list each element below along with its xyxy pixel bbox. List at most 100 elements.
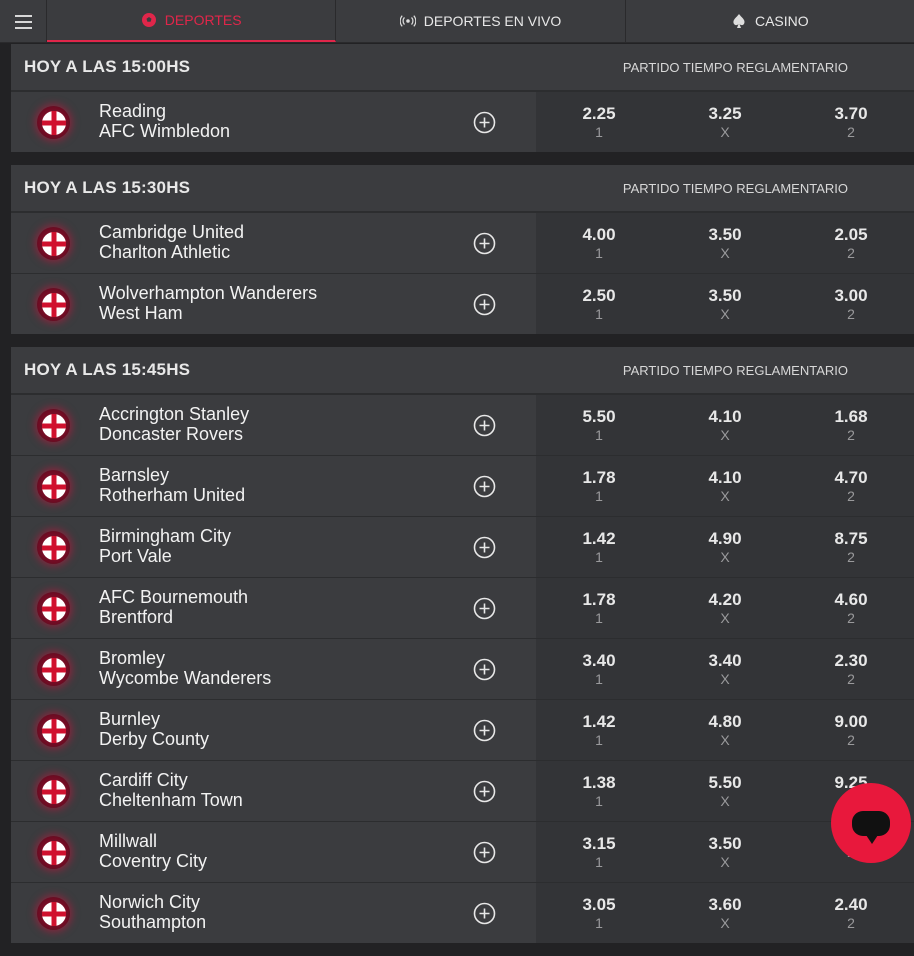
away-team: Coventry City xyxy=(99,851,208,871)
away-team: Rotherham United xyxy=(99,485,246,505)
event-section: HOY A LAS 15:45HS PARTIDO TIEMPO REGLAMEN… xyxy=(11,347,914,943)
odds-value: 3.25 xyxy=(708,103,742,123)
odds-label: 2 xyxy=(847,244,855,261)
match-row: Accrington Stanley Doncaster Rovers 5.50 1 4… xyxy=(11,394,914,455)
odds-label: 1 xyxy=(595,609,603,626)
more-markets-icon[interactable] xyxy=(473,111,496,134)
odds-value: 1.78 xyxy=(582,589,616,609)
odds-button[interactable]: 2.25 1 xyxy=(536,92,662,152)
teams: Accrington Stanley Doncaster Rovers xyxy=(99,404,249,444)
more-markets-icon[interactable] xyxy=(473,902,496,925)
odds-value: 8.75 xyxy=(834,528,868,548)
odds-label: X xyxy=(720,123,730,140)
odds-button[interactable]: 4.20 X xyxy=(662,578,788,638)
odds-button[interactable]: 3.25 X xyxy=(662,92,788,152)
odds-group: 2.50 1 3.50 X 3.00 2 xyxy=(536,274,914,334)
odds-button[interactable]: 3.00 2 xyxy=(788,274,914,334)
odds-button[interactable]: 3.15 1 xyxy=(536,822,662,882)
odds-label: 2 xyxy=(847,609,855,626)
tab-casino[interactable]: CASINO xyxy=(626,0,914,42)
tab-label: DEPORTES EN VIVO xyxy=(423,13,562,29)
england-flag-icon xyxy=(37,897,70,930)
odds-button[interactable]: 4.00 1 xyxy=(536,213,662,273)
home-team: Burnley xyxy=(99,709,161,729)
more-markets-icon[interactable] xyxy=(473,658,496,681)
match-info[interactable]: Bromley Wycombe Wanderers xyxy=(11,639,536,699)
top-nav: DEPORTES DEPORTES EN VIVO CASINO xyxy=(0,0,914,43)
home-team: AFC Bournemouth xyxy=(99,587,249,607)
odds-button[interactable]: 1.78 1 xyxy=(536,456,662,516)
odds-label: 2 xyxy=(847,487,855,504)
match-row: Barnsley Rotherham United 1.78 1 4.10 X 4.70 2 xyxy=(11,455,914,516)
match-info[interactable]: Barnsley Rotherham United xyxy=(11,456,536,516)
odds-button[interactable]: 4.90 X xyxy=(662,517,788,577)
match-info[interactable]: Wolverhampton Wanderers West Ham xyxy=(11,274,536,334)
odds-value: 3.00 xyxy=(834,285,868,305)
odds-button[interactable]: 2.50 1 xyxy=(536,274,662,334)
odds-button[interactable]: 4.80 X xyxy=(662,700,788,760)
more-markets-icon[interactable] xyxy=(473,414,496,437)
odds-button[interactable]: 1.78 1 xyxy=(536,578,662,638)
section-title: HOY A LAS 15:00HS xyxy=(24,57,191,76)
odds-group: 1.78 1 4.20 X 4.60 2 xyxy=(536,578,914,638)
more-markets-icon[interactable] xyxy=(473,536,496,559)
odds-button[interactable]: 2.05 2 xyxy=(788,213,914,273)
odds-button[interactable]: 2.30 2 xyxy=(788,639,914,699)
odds-label: 2 xyxy=(847,548,855,565)
more-markets-icon[interactable] xyxy=(473,232,496,255)
more-markets-icon[interactable] xyxy=(473,475,496,498)
odds-button[interactable]: 3.05 1 xyxy=(536,883,662,943)
live-broadcast-icon xyxy=(399,15,416,27)
odds-button[interactable]: 8.75 2 xyxy=(788,517,914,577)
more-markets-icon[interactable] xyxy=(473,841,496,864)
odds-button[interactable]: 3.40 X xyxy=(662,639,788,699)
odds-label: X xyxy=(720,426,730,443)
odds-group: 5.50 1 4.10 X 1.68 2 xyxy=(536,395,914,455)
match-row: AFC Bournemouth Brentford 1.78 1 4.20 X 4.60 2 xyxy=(11,577,914,638)
odds-button[interactable]: 9.00 2 xyxy=(788,700,914,760)
menu-icon[interactable] xyxy=(0,0,47,43)
match-info[interactable]: Accrington Stanley Doncaster Rovers xyxy=(11,395,536,455)
odds-group: 1.42 1 4.80 X 9.00 2 xyxy=(536,700,914,760)
odds-button[interactable]: 5.50 X xyxy=(662,761,788,821)
home-team: Cardiff City xyxy=(99,770,188,790)
match-info[interactable]: Birmingham City Port Vale xyxy=(11,517,536,577)
odds-button[interactable]: 2.40 2 xyxy=(788,883,914,943)
odds-button[interactable]: 1.68 2 xyxy=(788,395,914,455)
odds-button[interactable]: 3.50 X xyxy=(662,213,788,273)
tab-deportes-en-vivo[interactable]: DEPORTES EN VIVO xyxy=(336,0,626,42)
more-markets-icon[interactable] xyxy=(473,293,496,316)
odds-button[interactable]: 4.10 X xyxy=(662,456,788,516)
more-markets-icon[interactable] xyxy=(473,597,496,620)
odds-group: 1.78 1 4.10 X 4.70 2 xyxy=(536,456,914,516)
match-info[interactable]: Burnley Derby County xyxy=(11,700,536,760)
match-info[interactable]: Reading AFC Wimbledon xyxy=(11,92,536,152)
odds-button[interactable]: 3.40 1 xyxy=(536,639,662,699)
chat-bubble-icon xyxy=(852,810,890,844)
odds-label: X xyxy=(720,792,730,809)
odds-button[interactable]: 5.50 1 xyxy=(536,395,662,455)
match-info[interactable]: Cambridge United Charlton Athletic xyxy=(11,213,536,273)
odds-button[interactable]: 4.70 2 xyxy=(788,456,914,516)
match-info[interactable]: Norwich City Southampton xyxy=(11,883,536,943)
odds-label: 2 xyxy=(847,426,855,443)
home-team: Barnsley xyxy=(99,465,170,485)
match-info[interactable]: Cardiff City Cheltenham Town xyxy=(11,761,536,821)
odds-button[interactable]: 1.42 1 xyxy=(536,700,662,760)
more-markets-icon[interactable] xyxy=(473,719,496,742)
odds-button[interactable]: 3.50 X xyxy=(662,274,788,334)
odds-button[interactable]: 3.70 2 xyxy=(788,92,914,152)
odds-button[interactable]: 4.10 X xyxy=(662,395,788,455)
england-flag-icon xyxy=(37,470,70,503)
more-markets-icon[interactable] xyxy=(473,780,496,803)
match-info[interactable]: Millwall Coventry City xyxy=(11,822,536,882)
chat-button[interactable] xyxy=(831,783,911,863)
odds-button[interactable]: 4.60 2 xyxy=(788,578,914,638)
odds-button[interactable]: 3.50 X xyxy=(662,822,788,882)
match-info[interactable]: AFC Bournemouth Brentford xyxy=(11,578,536,638)
tab-deportes[interactable]: DEPORTES xyxy=(47,0,337,42)
odds-button[interactable]: 1.38 1 xyxy=(536,761,662,821)
odds-button[interactable]: 1.42 1 xyxy=(536,517,662,577)
odds-value: 3.50 xyxy=(708,833,742,853)
odds-button[interactable]: 3.60 X xyxy=(662,883,788,943)
